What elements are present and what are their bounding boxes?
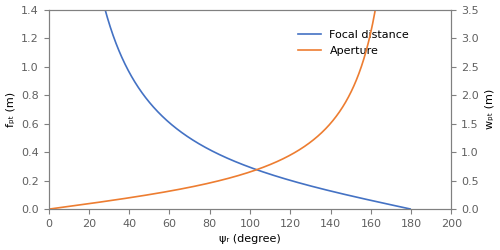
- Aperture: [334, 114, 340, 116]
- Aperture: [206, 182, 212, 185]
- Aperture: [46, 208, 52, 210]
- Focal distance: [294, 181, 300, 184]
- Aperture: [294, 150, 300, 153]
- Y-axis label: fₚₜ (m): fₚₜ (m): [6, 92, 16, 127]
- Aperture: [192, 184, 198, 188]
- Line: Focal distance: Focal distance: [50, 0, 410, 209]
- Aperture: [84, 202, 89, 205]
- Y-axis label: wₚₜ (m): wₚₜ (m): [484, 89, 494, 130]
- Line: Aperture: Aperture: [50, 0, 410, 209]
- X-axis label: ψᵣ (degree): ψᵣ (degree): [219, 234, 281, 244]
- Legend: Focal distance, Aperture: Focal distance, Aperture: [294, 25, 414, 61]
- Focal distance: [206, 148, 212, 150]
- Aperture: [328, 122, 334, 125]
- Focal distance: [192, 140, 198, 143]
- Focal distance: [407, 208, 413, 210]
- Focal distance: [334, 191, 340, 194]
- Focal distance: [328, 190, 334, 192]
